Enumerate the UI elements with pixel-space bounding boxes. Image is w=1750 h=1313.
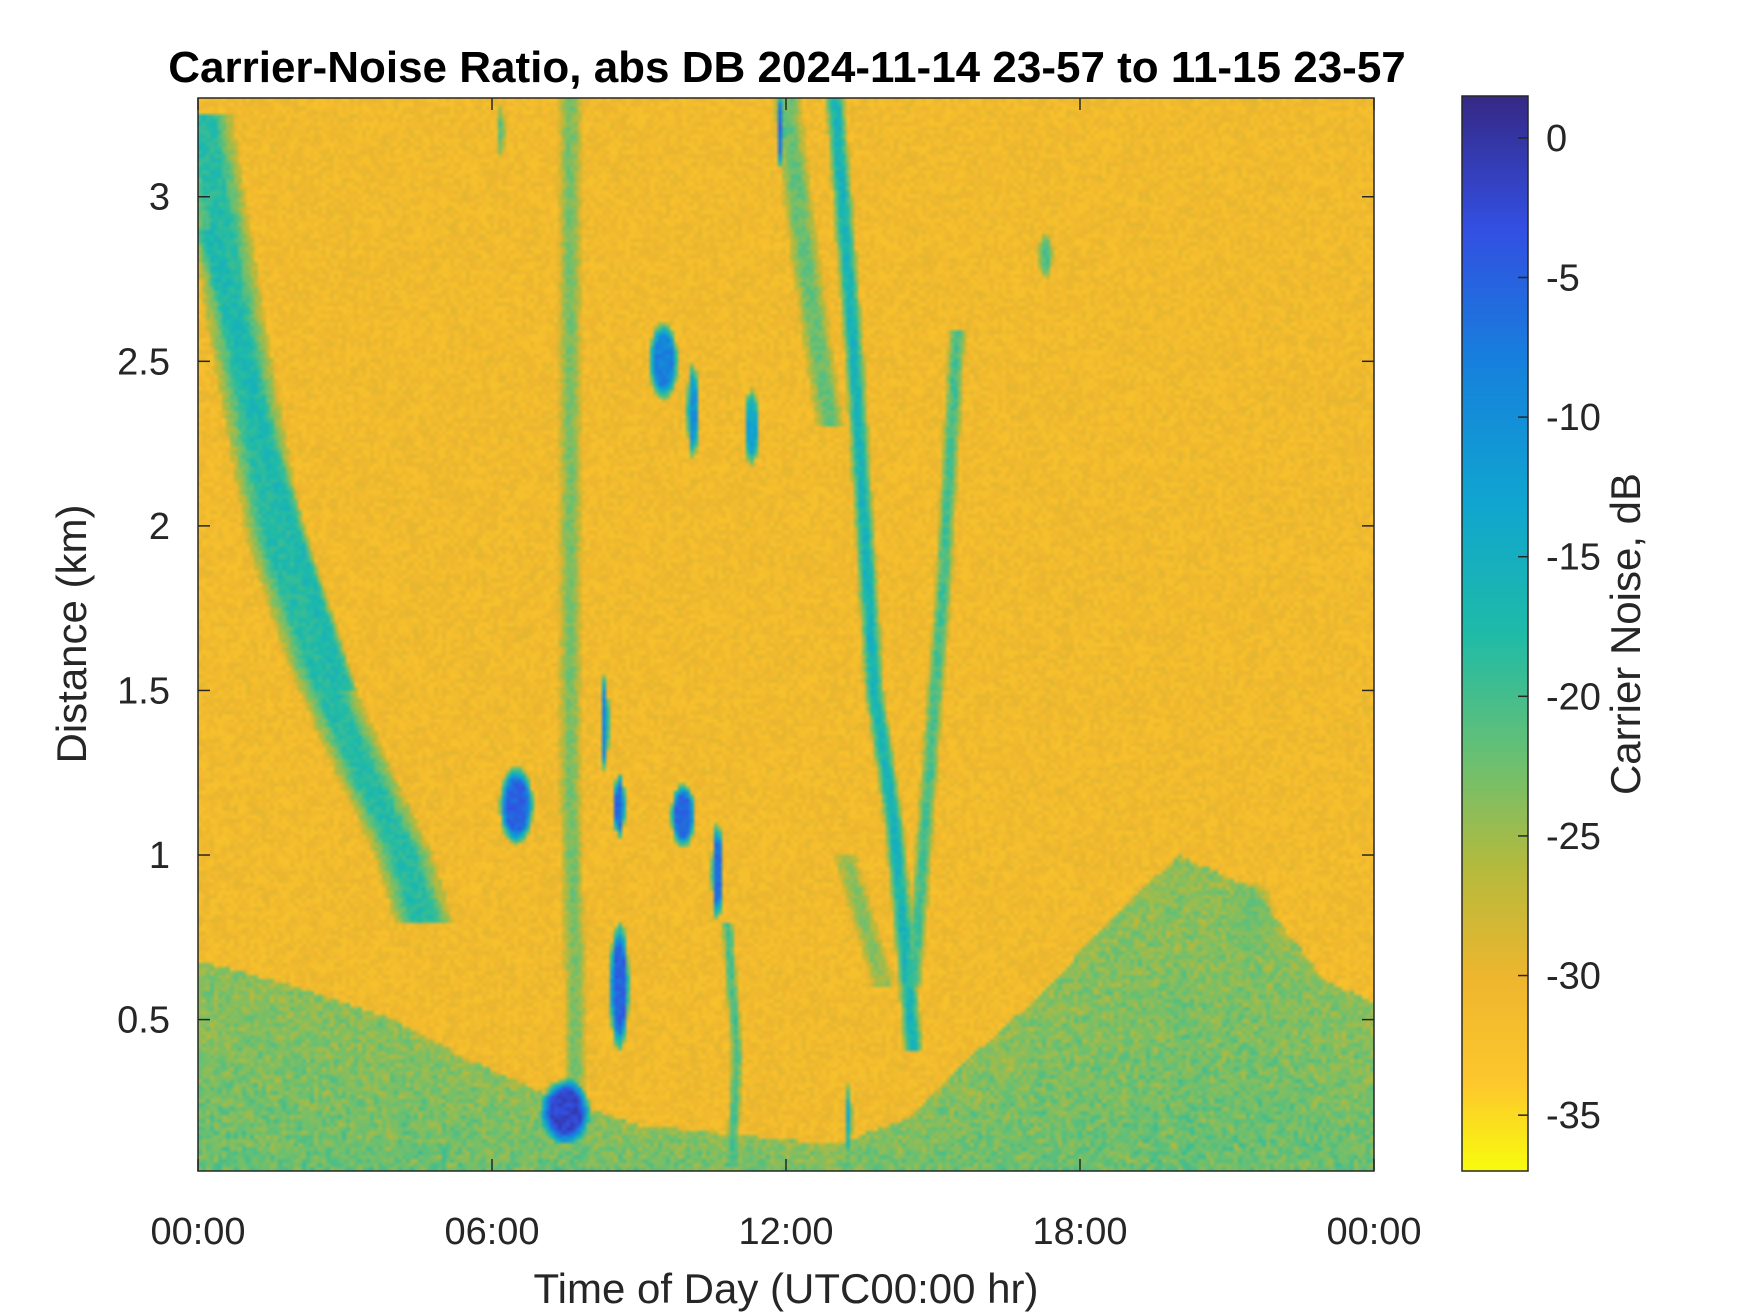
x-tick-label: 06:00 bbox=[444, 1211, 539, 1253]
colorbar-tick-label: -20 bbox=[1546, 676, 1601, 718]
x-tick-label: 00:00 bbox=[1326, 1211, 1421, 1253]
cnr-heatmap bbox=[198, 98, 1374, 1171]
x-axis: 00:00 06:00 12:00 18:00 00:00 bbox=[150, 98, 1422, 1253]
colorbar-tick-label: -10 bbox=[1546, 397, 1601, 439]
chart-title: Carrier-Noise Ratio, abs DB 2024-11-14 2… bbox=[168, 43, 1406, 92]
colorbar-tick-label: -30 bbox=[1546, 956, 1601, 998]
colorbar: 0 -5 -10 -15 -20 -25 -30 -35 bbox=[1461, 95, 1601, 1172]
y-axis-label: Distance (km) bbox=[48, 504, 95, 763]
colorbar-frame bbox=[1461, 95, 1529, 1172]
x-tick-label: 00:00 bbox=[150, 1211, 245, 1253]
x-axis-label: Time of Day (UTC00:00 hr) bbox=[534, 1265, 1039, 1312]
y-tick-label: 0.5 bbox=[117, 1000, 170, 1042]
x-tick-label: 12:00 bbox=[738, 1211, 833, 1253]
y-tick-label: 1 bbox=[149, 835, 170, 877]
colorbar-label: Carrier Noise, dB bbox=[1602, 473, 1649, 795]
colorbar-tick-label: -35 bbox=[1546, 1095, 1601, 1137]
y-axis: 0.5 1 1.5 2 2.5 3 bbox=[117, 177, 1374, 1042]
y-tick-label: 2 bbox=[149, 506, 170, 548]
colorbar-tick-label: -15 bbox=[1546, 537, 1601, 579]
x-tick-label: 18:00 bbox=[1032, 1211, 1127, 1253]
y-tick-label: 1.5 bbox=[117, 670, 170, 712]
y-tick-label: 2.5 bbox=[117, 341, 170, 383]
y-tick-label: 3 bbox=[149, 177, 170, 219]
colorbar-tick-label: -25 bbox=[1546, 816, 1601, 858]
colorbar-ticks: 0 -5 -10 -15 -20 -25 -30 -35 bbox=[1518, 118, 1601, 1137]
colorbar-tick-label: 0 bbox=[1546, 118, 1567, 160]
colorbar-gradient bbox=[1462, 96, 1528, 1171]
plot-area bbox=[197, 97, 1375, 1172]
colorbar-tick-label: -5 bbox=[1546, 257, 1580, 299]
